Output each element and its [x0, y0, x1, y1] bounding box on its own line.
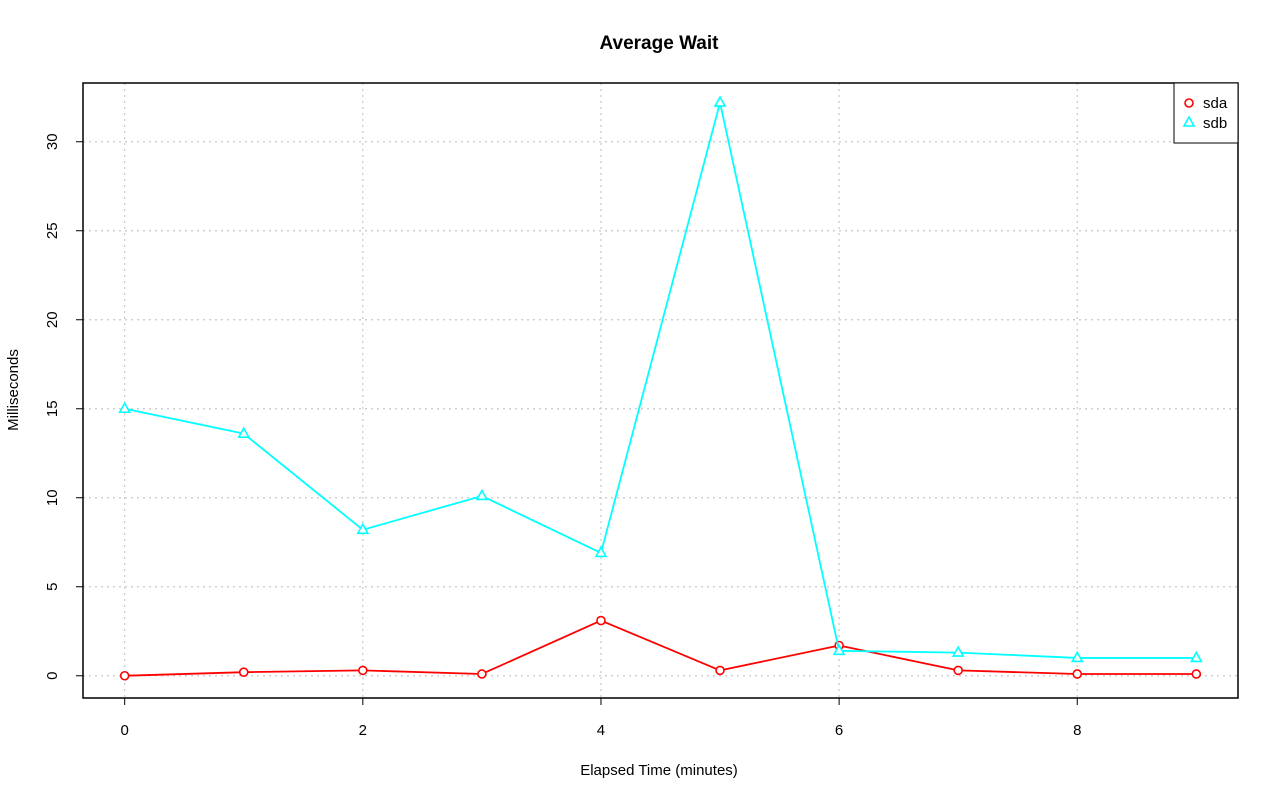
y-tick-label: 25 — [44, 222, 61, 239]
y-tick-label: 20 — [44, 311, 61, 328]
data-point-sdb — [951, 645, 965, 657]
y-tick-label: 10 — [44, 489, 61, 506]
data-point-sda — [238, 667, 249, 677]
x-tick-label: 6 — [835, 722, 843, 739]
data-point-sda — [119, 670, 130, 681]
legend-label-sdb: sdb — [1203, 115, 1227, 132]
legend-label-sda: sda — [1203, 95, 1228, 112]
grid — [83, 83, 1238, 698]
data-point-sda — [715, 665, 725, 676]
data-point-sdb — [594, 545, 608, 558]
x-axis-label: Elapsed Time (minutes) — [580, 762, 738, 779]
data-point-sda — [477, 669, 487, 679]
x-tick-label: 4 — [597, 722, 605, 739]
x-tick-label: 2 — [359, 722, 367, 739]
x-tick-label: 8 — [1073, 722, 1081, 739]
series-line-sdb — [124, 101, 1197, 659]
data-point-sdb — [1189, 650, 1203, 663]
series-line-sda — [124, 619, 1197, 677]
data-point-sdb — [118, 401, 132, 414]
data-point-sda — [358, 665, 368, 676]
data-point-sdb — [475, 488, 489, 501]
legend-box — [1173, 82, 1239, 144]
data-point-sda — [1191, 669, 1202, 679]
y-tick-label: 15 — [44, 400, 61, 417]
data-point-sdb — [832, 643, 846, 656]
data-point-sdb — [237, 426, 251, 438]
chart-title: Average Wait — [600, 33, 720, 54]
legend-marker-sdb — [1182, 115, 1196, 127]
data-point-sdb — [713, 95, 727, 107]
data-point-sdb — [356, 522, 370, 535]
y-tick-label: 30 — [44, 133, 61, 150]
y-tick-label: 5 — [44, 583, 61, 591]
data-point-sda — [953, 665, 963, 676]
axes: 0 2 4 6 8 0 5 10 15 20 25 30 — [44, 133, 1081, 739]
plot-frame — [82, 82, 1239, 699]
series-layer — [118, 95, 1203, 681]
data-point-sdb — [1070, 650, 1084, 663]
data-point-sda — [1072, 669, 1083, 679]
data-point-sda — [596, 615, 606, 626]
legend: sda sdb — [1173, 82, 1239, 144]
y-axis-label: Milliseconds — [5, 349, 22, 431]
y-tick-label: 0 — [44, 672, 61, 680]
legend-marker-sda — [1184, 98, 1194, 108]
x-tick-label: 0 — [121, 722, 129, 739]
